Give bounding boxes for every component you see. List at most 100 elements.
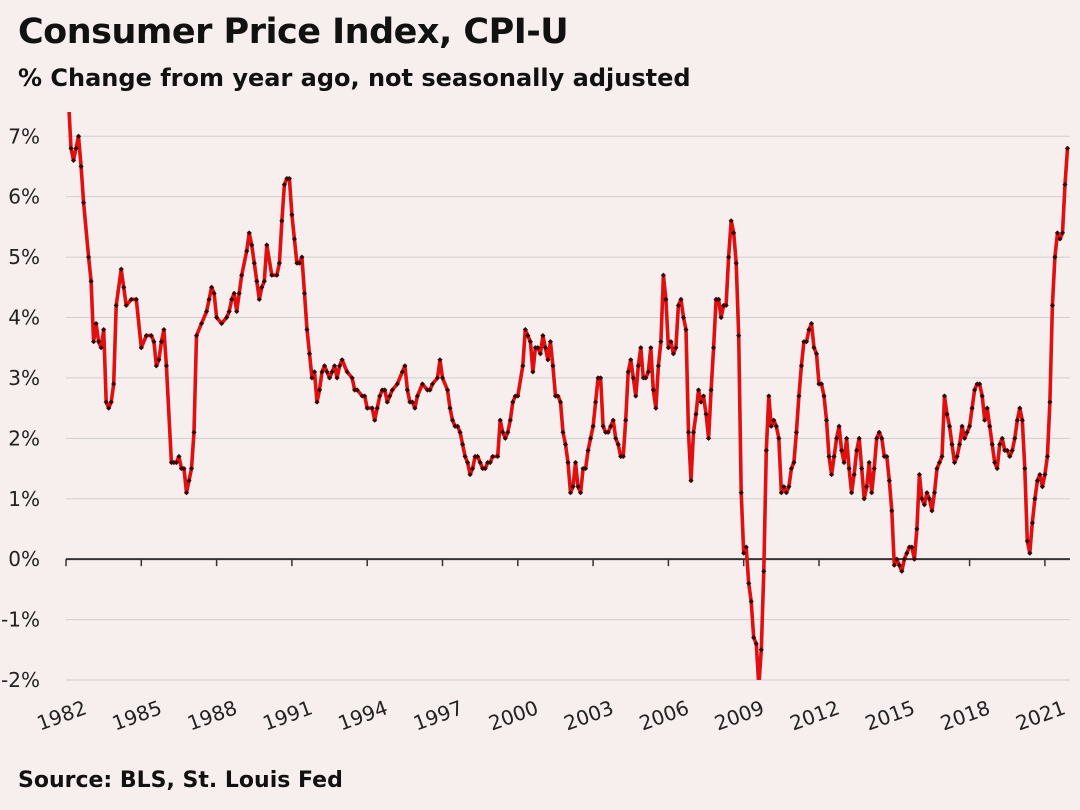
data-point [1014,417,1020,423]
data-point [527,339,533,345]
x-tick-label: 2018 [937,695,993,735]
data-point [628,357,634,363]
data-point [276,260,282,266]
data-point [851,471,857,478]
data-point [158,339,164,345]
data-point [151,339,157,345]
data-point [798,363,805,369]
data-point [123,302,129,309]
data-point [183,490,190,496]
data-point [311,369,318,375]
data-point [1054,230,1061,236]
data-point [98,345,104,351]
data-point [118,266,124,272]
data-point [999,435,1005,441]
data-point [138,345,144,351]
data-point [214,314,220,321]
data-point [693,411,699,417]
x-tick-label: 1997 [410,695,466,735]
data-point [231,290,237,296]
data-point [761,568,767,574]
data-point [828,471,835,478]
data-point [964,429,970,435]
data-point [229,296,235,302]
data-point [949,441,955,447]
data-point [731,230,737,236]
data-point [156,357,162,363]
x-tick-label: 1982 [34,695,90,735]
data-point [261,278,267,284]
data-point [786,484,792,490]
data-point [967,423,973,429]
data-point [931,490,938,496]
data-point [1042,471,1048,478]
data-point [369,405,375,411]
data-point [281,181,287,188]
data-point [688,478,694,484]
data-point [274,272,280,278]
data-point [500,429,506,435]
data-point [570,484,576,490]
data-point [899,568,905,574]
data-point [587,435,594,441]
data-point [507,417,513,423]
data-point [1007,453,1013,460]
data-point [88,278,94,284]
data-point [806,326,812,333]
data-point [91,339,97,345]
data-point [525,333,531,339]
data-point [969,405,975,411]
data-point [444,387,451,393]
data-point [545,357,551,363]
data-point [1057,236,1063,242]
data-point [700,393,707,399]
data-point [871,465,877,472]
data-point [427,387,433,393]
data-point [625,369,631,375]
data-point [836,423,842,429]
series-layer [67,112,1071,680]
data-point [954,453,960,460]
data-point [673,345,679,351]
data-point [477,459,483,466]
data-point [610,417,616,423]
data-point [856,435,862,441]
data-point [254,278,260,284]
x-tick-label: 2000 [485,695,541,735]
data-point [1047,399,1053,405]
data-point [726,254,732,260]
data-point [987,423,993,429]
data-point [520,363,526,369]
data-point [256,296,262,302]
data-point [75,133,82,139]
data-point [449,417,456,423]
data-point [560,429,566,435]
data-point [447,405,453,411]
data-point [758,647,764,653]
data-point [844,435,850,441]
data-point [372,417,378,423]
gridlines [66,135,1070,681]
data-point [304,326,310,333]
data-point [876,429,882,435]
data-point [143,333,149,339]
data-point [319,369,325,375]
source-note: Source: BLS, St. Louis Fed [18,768,343,793]
data-point [203,308,210,315]
data-point [728,218,734,224]
data-point [1032,496,1038,502]
data-point [803,339,810,345]
data-point [475,453,481,460]
data-point [738,490,744,496]
y-tick-label: 3% [8,366,40,390]
data-point [901,556,907,562]
data-point [1017,405,1023,411]
data-point [470,465,476,472]
data-point [944,411,950,417]
data-point [585,447,591,454]
data-point [186,478,192,484]
data-point [251,260,257,266]
data-point [894,556,900,562]
data-point [623,417,629,423]
data-point [1004,447,1010,454]
